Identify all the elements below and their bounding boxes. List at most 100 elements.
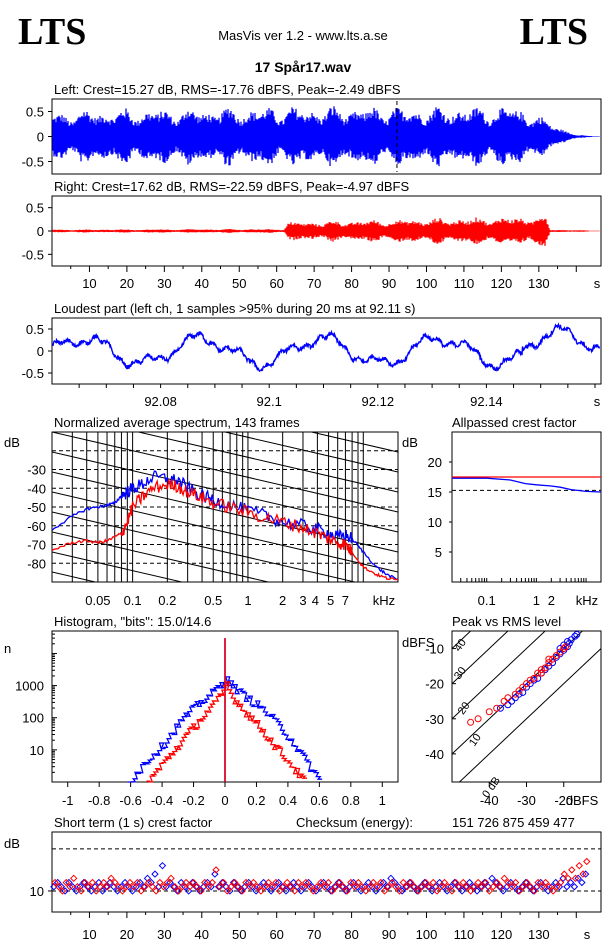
- short-crest-point: [68, 883, 77, 891]
- short-crest-point: [268, 883, 276, 891]
- short-crest-point: [77, 887, 85, 895]
- peak-rms-point: [563, 643, 571, 651]
- x-unit: kHz: [576, 593, 598, 608]
- y-tick-label: 10: [428, 515, 442, 530]
- short-crest-point: [500, 874, 509, 883]
- peak-rms-point: [508, 697, 516, 705]
- short-crest-point: [440, 878, 449, 887]
- y-tick-label: 1000: [15, 679, 44, 694]
- x-tick-label: 40: [195, 927, 209, 942]
- short-crest-point: [189, 878, 198, 887]
- peak-rms-point: [530, 674, 538, 682]
- y-tick-label: 20: [428, 455, 442, 470]
- peak-rms-point: [534, 669, 542, 677]
- short-crest-point: [87, 887, 96, 895]
- short-crest-point: [211, 870, 219, 878]
- x-unit: kHz: [373, 593, 395, 608]
- x-tick-label: 80: [344, 927, 358, 942]
- x-tick-label: 30: [157, 927, 171, 942]
- short-crest-point: [519, 883, 527, 891]
- short-crest-point: [335, 878, 344, 887]
- short-crest-point: [424, 883, 433, 891]
- x-tick-label: 92.08: [144, 394, 177, 409]
- y-tick-label: -40: [425, 747, 444, 762]
- short-crest-point: [125, 883, 133, 891]
- short-crest-point: [420, 878, 429, 887]
- peak-rms-point: [545, 662, 553, 670]
- app-title: MasVis ver 1.2 - www.lts.a.se: [218, 28, 388, 43]
- short-crest-point: [61, 887, 69, 895]
- short-crest-point: [196, 887, 204, 895]
- x-tick-label: 100: [416, 927, 438, 942]
- short-crest-point: [495, 883, 504, 891]
- y-tick-label: 0: [37, 224, 44, 239]
- short-crest-point: [275, 887, 284, 895]
- peak-rms-point: [496, 704, 504, 712]
- x-tick-label: 2: [548, 593, 555, 608]
- checksum-value: 151 726 875 459 477: [452, 815, 575, 830]
- short-crest-point: [338, 883, 346, 891]
- short-crest-point: [508, 883, 516, 891]
- short-crest-point: [188, 878, 197, 887]
- panel-title: Loudest part (left ch, 1 samples >95% du…: [54, 301, 415, 316]
- grid-slope: [52, 432, 398, 513]
- short-crest-point: [488, 874, 496, 883]
- short-crest-point: [443, 887, 451, 895]
- peak-rms-point: [549, 659, 557, 667]
- short-crest-point: [409, 883, 418, 891]
- x-tick-label: 3: [299, 593, 306, 608]
- x-tick-label: -1: [62, 793, 74, 808]
- peak-rms-point: [504, 694, 512, 702]
- x-tick-label: 1: [379, 793, 386, 808]
- peak-rms-point: [573, 631, 581, 639]
- peak-rms-point: [560, 645, 568, 653]
- short-crest-point: [212, 866, 220, 874]
- short-crest-point: [354, 878, 363, 887]
- x-tick-label: 0.1: [124, 593, 142, 608]
- short-crest-point: [283, 878, 291, 887]
- short-crest-point: [317, 878, 325, 887]
- x-unit: s: [594, 276, 601, 291]
- histogram-series: [146, 681, 307, 783]
- panel-frame: [451, 431, 602, 583]
- x-tick-label: 50: [232, 927, 246, 942]
- short-crest-point: [450, 878, 459, 887]
- panel-title: Peak vs RMS level: [452, 614, 561, 629]
- x-tick-label: 20: [120, 276, 134, 291]
- short-crest-point: [313, 883, 321, 891]
- short-crest-point: [388, 878, 396, 887]
- short-crest-point: [274, 878, 283, 887]
- short-crest-point: [511, 878, 520, 887]
- short-crest-point: [140, 883, 148, 891]
- short-crest-point: [92, 887, 100, 895]
- y-tick-label: 10: [30, 884, 44, 899]
- short-crest-point: [219, 878, 228, 887]
- short-crest-point: [455, 883, 464, 891]
- short-crest-point: [525, 883, 534, 891]
- y-tick-label: 0: [37, 130, 44, 145]
- short-crest-point: [481, 878, 490, 887]
- peak-rms-point: [519, 683, 527, 691]
- short-crest-point: [162, 883, 170, 891]
- short-crest-point: [257, 887, 265, 895]
- short-crest-point: [272, 878, 280, 887]
- short-crest-point: [84, 883, 93, 891]
- short-crest-point: [529, 887, 537, 895]
- y-unit: dB: [4, 836, 20, 851]
- short-crest-point: [132, 883, 140, 891]
- x-tick-label: -30: [517, 793, 536, 808]
- short-crest-point: [287, 883, 295, 891]
- x-tick-label: -0.6: [119, 793, 141, 808]
- waveform-trace: [52, 106, 600, 167]
- short-crest-point: [350, 883, 359, 891]
- x-tick-label: -40: [480, 793, 499, 808]
- short-crest-point: [380, 887, 389, 895]
- short-crest-point: [538, 883, 546, 891]
- x-tick-label: 80: [344, 276, 358, 291]
- x-tick-label: 120: [491, 927, 513, 942]
- short-crest-point: [369, 878, 378, 887]
- short-crest-point: [320, 883, 329, 891]
- short-crest-point: [375, 883, 384, 891]
- short-crest-point: [129, 883, 138, 891]
- short-crest-point: [540, 883, 549, 891]
